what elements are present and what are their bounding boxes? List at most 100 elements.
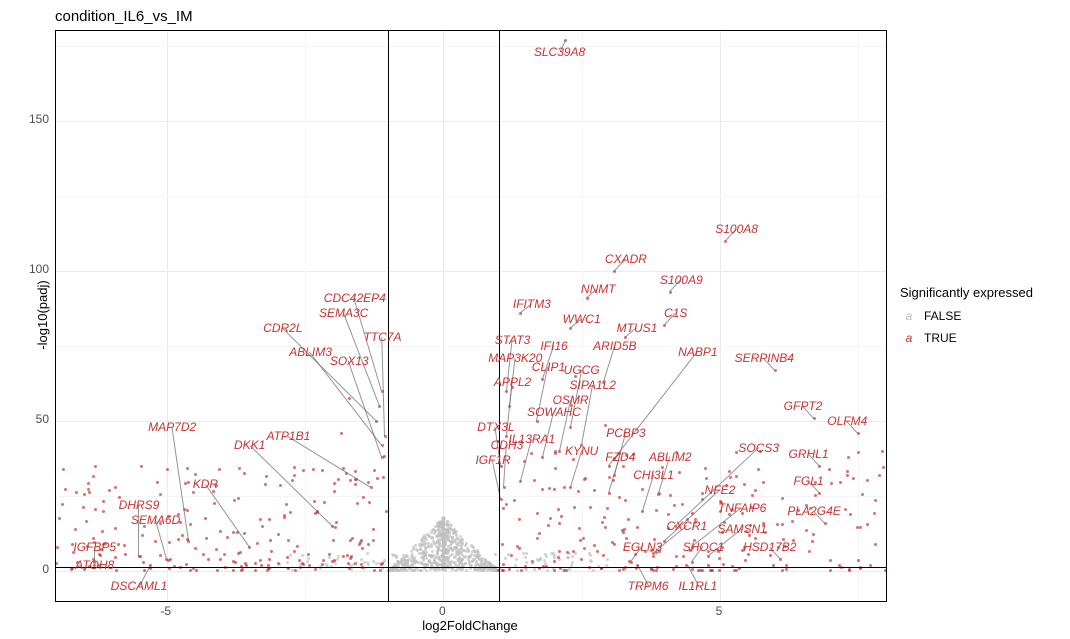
point-sig (762, 481, 765, 484)
point-sig (361, 547, 364, 550)
point-sig (536, 537, 539, 540)
point-nonsig (328, 556, 331, 559)
point-sig (608, 476, 611, 479)
point-sig (678, 471, 681, 474)
point-sig (658, 550, 661, 553)
point-sig (177, 513, 180, 516)
point-sig (356, 502, 359, 505)
point-sig (212, 490, 215, 493)
point-nonsig (568, 568, 571, 571)
leader-line (614, 258, 626, 271)
leader-line (669, 279, 681, 292)
x-tick-label: 0 (439, 604, 446, 618)
point-sig (675, 451, 678, 454)
point-sig (93, 541, 96, 544)
point-nonsig (337, 555, 340, 558)
point-sig (154, 540, 157, 543)
y-tick-label: 50 (36, 412, 49, 426)
y-axis-label: -log10(padj) (35, 280, 50, 349)
leader-line (520, 439, 532, 481)
point-sig (624, 499, 627, 502)
point-sig (333, 482, 336, 485)
point-sig (114, 527, 117, 530)
point-sig (159, 522, 162, 525)
point-sig (115, 569, 118, 572)
point-sig (667, 513, 670, 516)
point-sig (602, 554, 605, 557)
threshold-line-pos (499, 31, 500, 601)
point-sig (293, 466, 296, 469)
point-sig (748, 534, 751, 537)
point-nonsig (446, 524, 449, 527)
point-sig (265, 475, 268, 478)
point-sig (186, 467, 189, 470)
point-nonsig (442, 537, 445, 540)
legend-item-false: a FALSE (900, 306, 1033, 326)
point-nonsig (442, 526, 445, 529)
point-nonsig (606, 558, 609, 561)
point-sig (185, 563, 188, 566)
point-nonsig (437, 522, 440, 525)
point-nonsig (475, 556, 478, 559)
point-sig (578, 527, 581, 530)
point-sig (518, 547, 521, 550)
point-sig (573, 506, 576, 509)
point-sig (264, 483, 267, 486)
point-nonsig (544, 553, 547, 556)
point-sig (557, 508, 560, 511)
point-nonsig (395, 556, 398, 559)
point-sig (340, 432, 343, 435)
point-sig (839, 481, 842, 484)
point-sig (847, 456, 850, 459)
point-sig (349, 479, 352, 482)
point-sig (729, 476, 732, 479)
point-sig (223, 553, 226, 556)
point-nonsig (406, 563, 409, 566)
point-sig (323, 501, 326, 504)
point-sig (705, 477, 708, 480)
point-nonsig (430, 543, 433, 546)
point-sig (721, 546, 724, 549)
point-sig (699, 569, 702, 572)
point-sig (508, 568, 511, 571)
point-sig (240, 569, 243, 572)
point-nonsig (447, 531, 450, 534)
point-sig (291, 479, 294, 482)
point-sig (321, 469, 324, 472)
point-sig (279, 484, 282, 487)
point-sig (64, 488, 67, 491)
point-sig (104, 542, 107, 545)
point-sig (58, 517, 61, 520)
point-sig (285, 503, 288, 506)
point-sig (293, 474, 296, 477)
point-sig (791, 520, 794, 523)
point-nonsig (289, 554, 292, 557)
point-sig (85, 520, 88, 523)
legend: Significantly expressed a FALSE a TRUE (900, 285, 1033, 350)
leader-line (625, 327, 637, 337)
point-sig (618, 569, 621, 572)
leader-line (603, 346, 615, 382)
point-sig (234, 561, 237, 564)
point-sig (505, 503, 508, 506)
point-nonsig (516, 569, 519, 572)
leader-line (664, 489, 720, 541)
point-sig (348, 397, 351, 400)
point-nonsig (460, 538, 463, 541)
leader-line (609, 351, 698, 466)
point-nonsig (301, 554, 304, 557)
leader-line (664, 312, 676, 325)
point-nonsig (461, 558, 464, 561)
x-tick-label: 5 (716, 604, 723, 618)
point-sig (558, 522, 561, 525)
point-nonsig (525, 552, 528, 555)
point-sig (202, 553, 205, 556)
point-nonsig (476, 549, 479, 552)
point-sig (874, 543, 877, 546)
point-sig (574, 375, 577, 378)
point-nonsig (383, 559, 386, 562)
point-sig (769, 554, 772, 557)
point-sig (744, 559, 747, 562)
point-sig (593, 544, 596, 547)
point-sig (87, 482, 90, 485)
